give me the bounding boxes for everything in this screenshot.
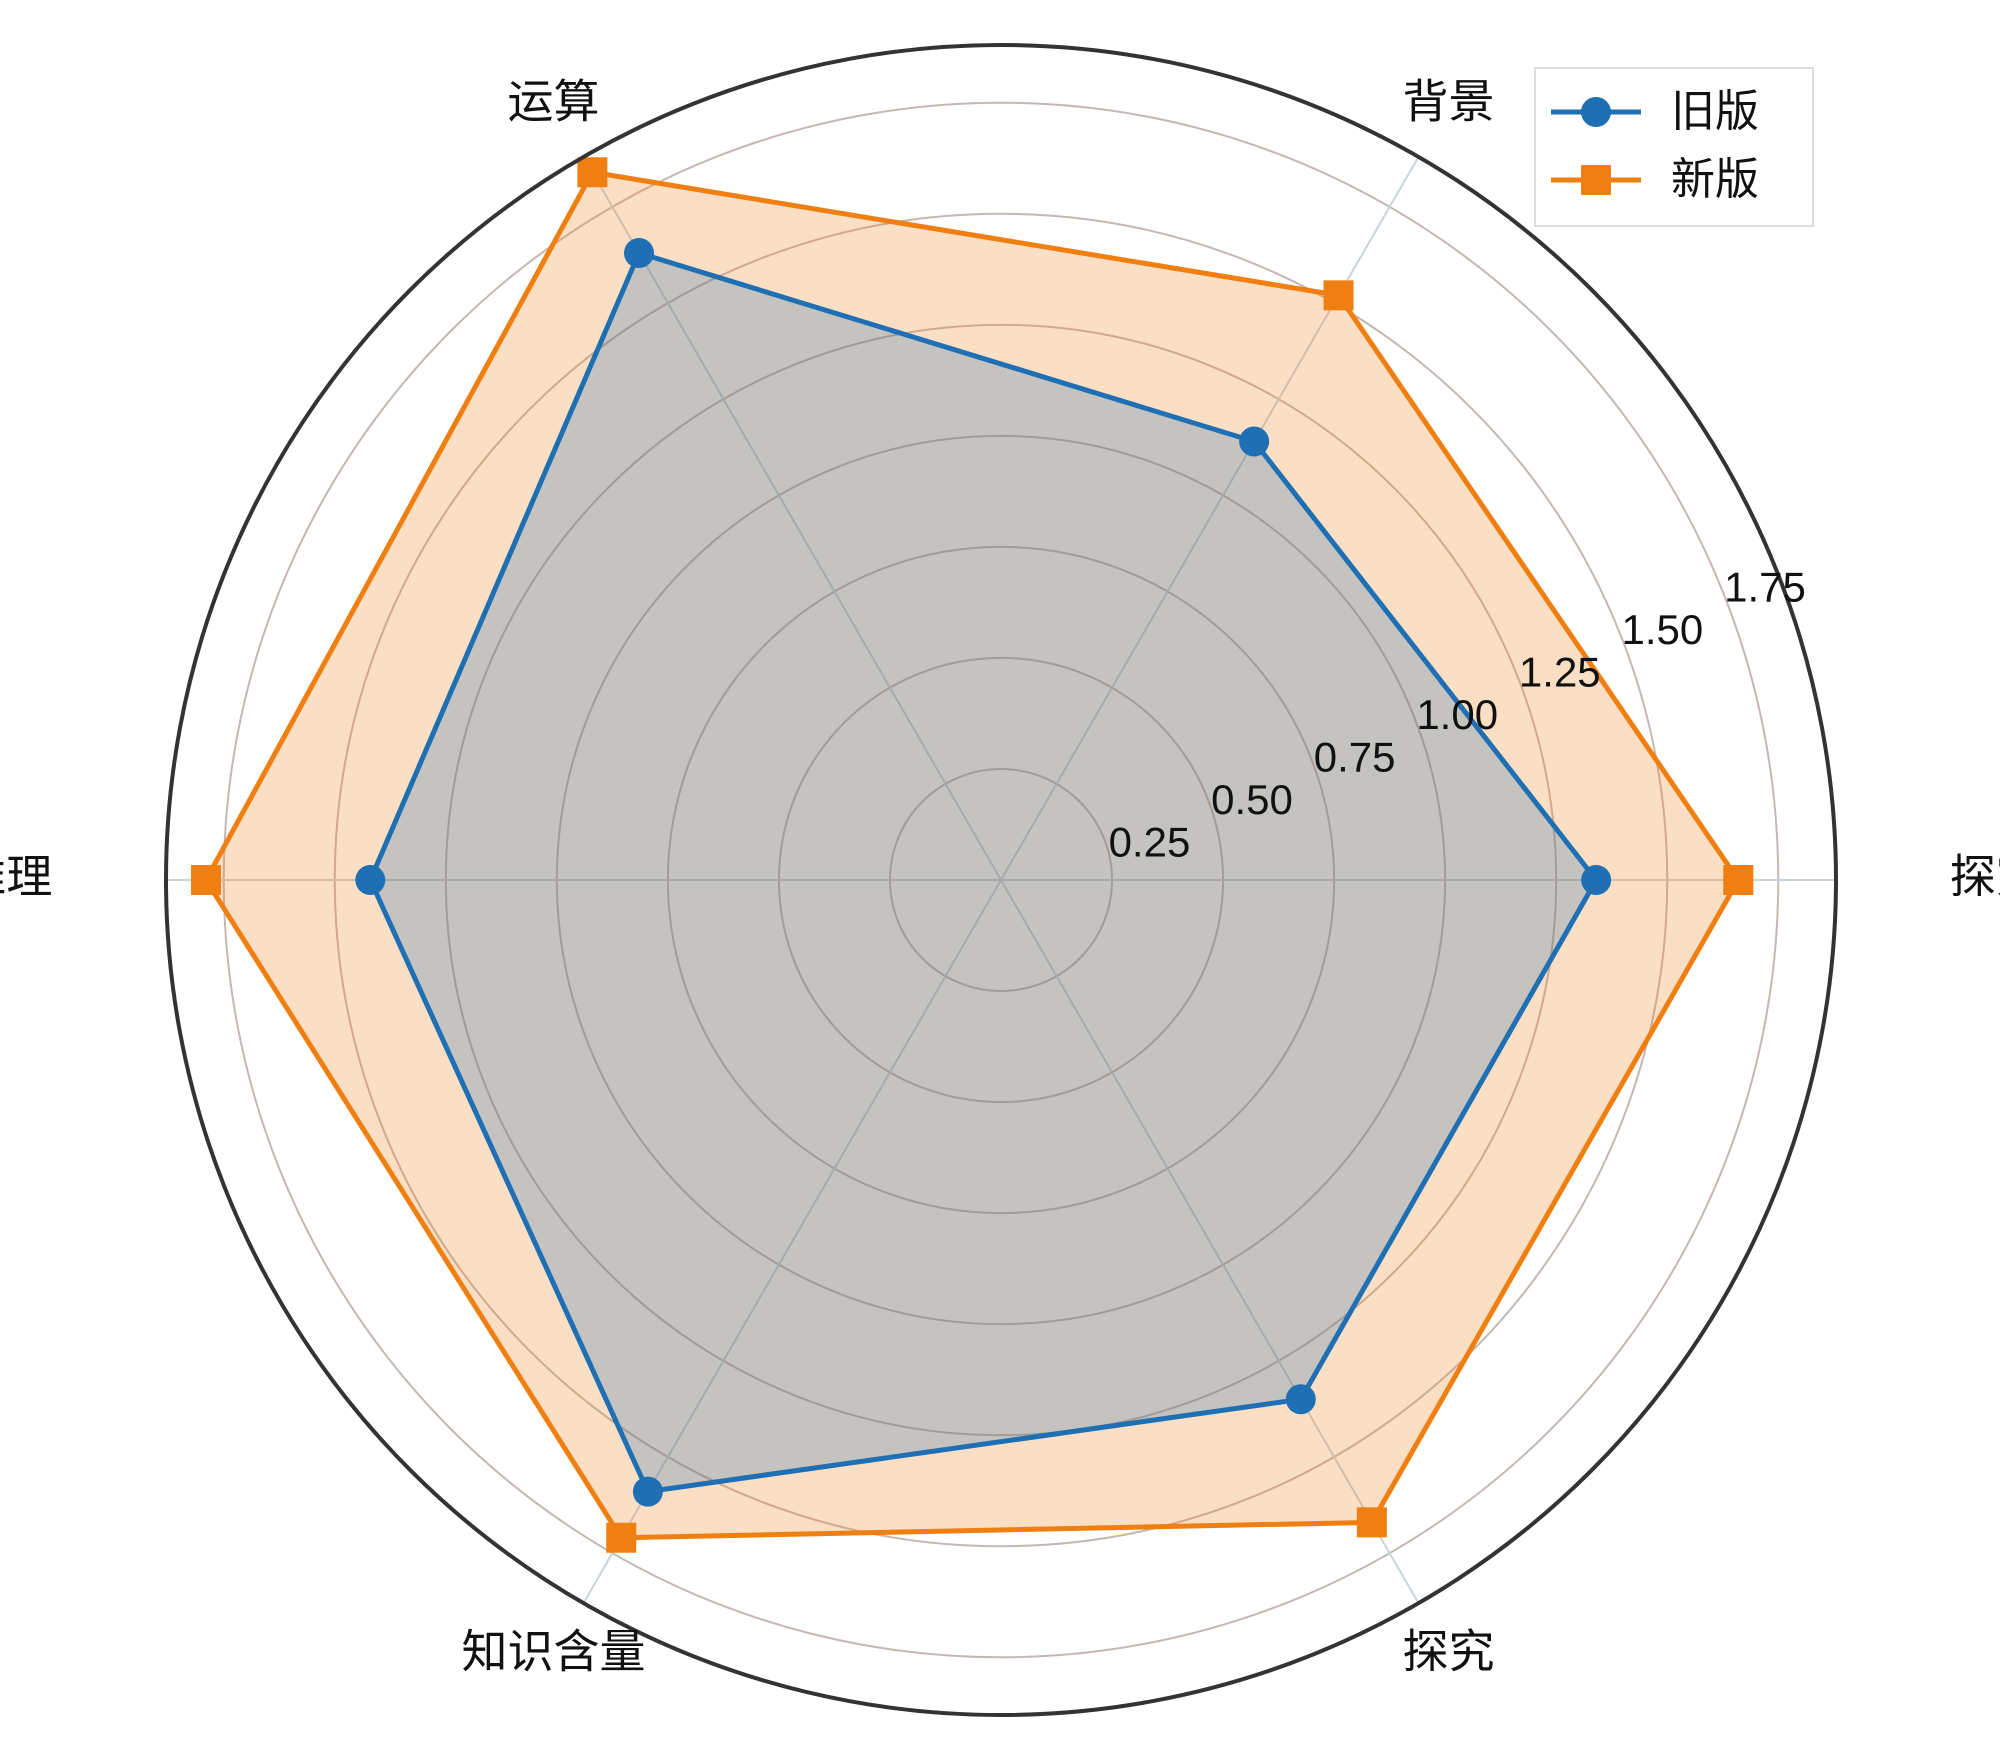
marker xyxy=(1356,1507,1387,1538)
legend-label: 旧版 xyxy=(1671,86,1759,137)
marker xyxy=(355,865,386,895)
category-label: 运算 xyxy=(508,74,600,128)
spoke xyxy=(1000,879,1420,1604)
r-tick-label: 0.50 xyxy=(1211,776,1293,823)
outer-frame xyxy=(164,43,1838,1717)
marker xyxy=(1723,865,1754,895)
marker xyxy=(1239,426,1270,457)
marker xyxy=(1581,865,1612,895)
r-tick-label: 1.25 xyxy=(1519,649,1601,696)
marker xyxy=(632,1476,663,1507)
category-label: 探究 xyxy=(1403,1625,1495,1679)
spoke xyxy=(582,156,1002,881)
legend-box xyxy=(1534,67,1814,227)
category-label: 知识含量 xyxy=(462,1625,646,1679)
marker xyxy=(577,157,608,188)
category-label: 探究 xyxy=(1950,850,2000,904)
r-tick-label: 1.00 xyxy=(1416,691,1498,738)
marker xyxy=(606,1522,637,1553)
r-tick-label: 0.75 xyxy=(1314,734,1396,781)
marker xyxy=(1285,1384,1316,1415)
marker xyxy=(624,238,655,269)
series-area xyxy=(205,172,1739,1538)
category-label: 推理 xyxy=(0,850,52,904)
legend-marker xyxy=(1581,165,1611,195)
r-tick-label: 1.50 xyxy=(1622,606,1704,653)
spoke xyxy=(1000,156,1420,881)
marker xyxy=(190,865,221,895)
r-tick-label: 1.75 xyxy=(1724,564,1806,611)
legend-marker xyxy=(1581,97,1611,127)
r-tick-label: 0.25 xyxy=(1109,819,1191,866)
series-area xyxy=(370,253,1597,1492)
category-label: 背景 xyxy=(1403,74,1495,128)
legend-label: 新版 xyxy=(1671,154,1759,205)
marker xyxy=(1323,280,1354,311)
